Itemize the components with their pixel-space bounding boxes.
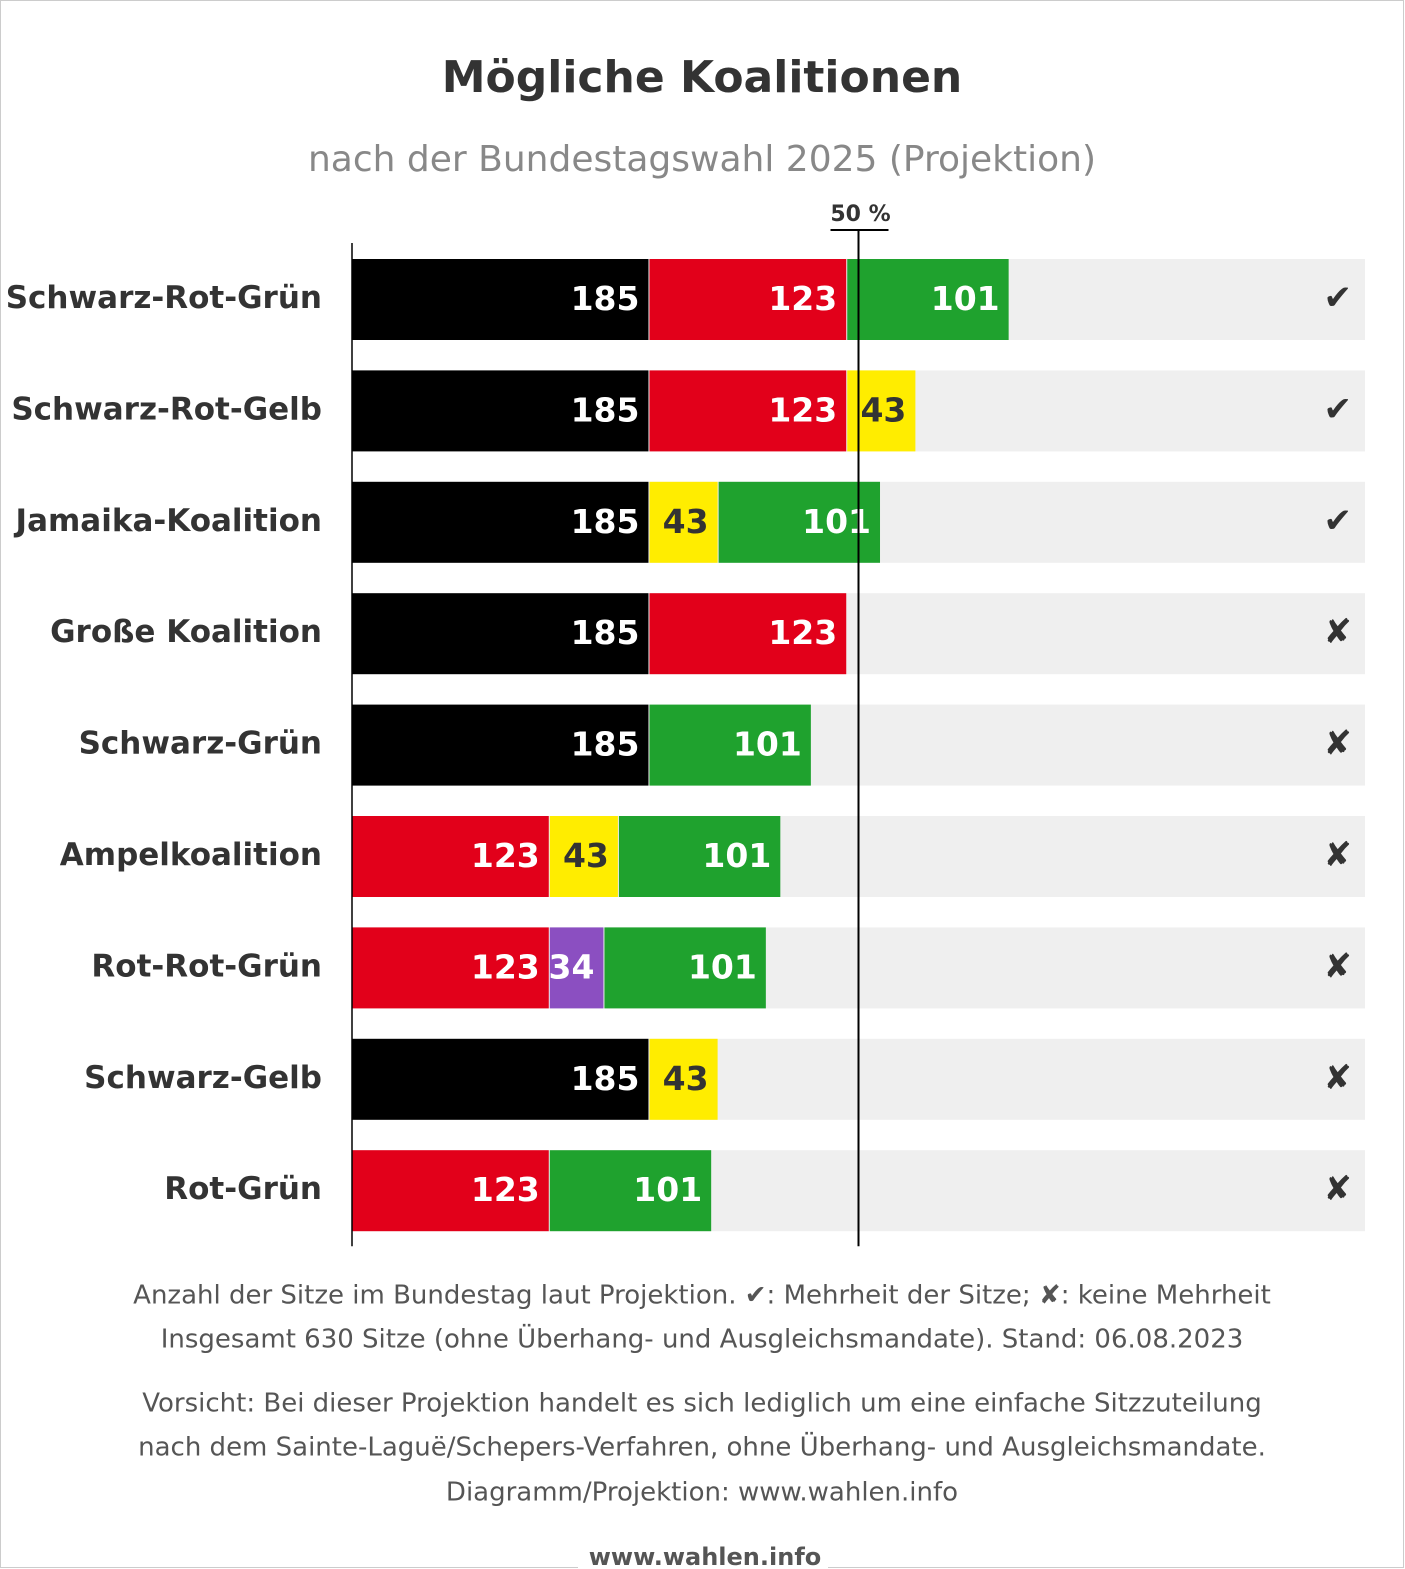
threshold-label: 50 %: [830, 202, 890, 227]
bar-segment: [649, 481, 718, 563]
majority-mark: ✘: [1324, 946, 1353, 986]
value-label: 43: [860, 390, 906, 429]
footnote: Insgesamt 630 Sitze (ohne Überhang- und …: [161, 1323, 1244, 1355]
bar-segment: [649, 704, 811, 786]
bar-segment: [649, 1038, 718, 1120]
footnote: Anzahl der Sitze im Bundestag laut Proje…: [133, 1281, 1271, 1311]
value-label: 185: [571, 279, 640, 318]
bar-segment: [649, 370, 847, 452]
majority-mark: ✔: [1324, 278, 1353, 318]
plot: Schwarz-Rot-Grün 185 123 101 ✔ Schwarz-Rot-Ge…: [6, 202, 1365, 1508]
bar-segment: [718, 481, 881, 563]
row-label: Große Koalition: [50, 614, 322, 650]
footnote: Diagramm/Projektion: www.wahlen.info: [446, 1478, 958, 1508]
bar-segment: [649, 593, 847, 675]
footnote: Vorsicht: Bei dieser Projektion handelt …: [142, 1389, 1262, 1419]
watermark-bg: [578, 1540, 828, 1569]
majority-mark: ✘: [1324, 1169, 1353, 1209]
majority-mark: ✔: [1324, 501, 1353, 541]
bar-segment: [352, 816, 549, 897]
value-label: 123: [471, 947, 540, 986]
majority-mark: ✘: [1324, 1058, 1353, 1098]
row-label: Jamaika-Koalition: [14, 503, 322, 539]
value-label: 123: [768, 279, 837, 318]
row-label: Schwarz-Grün: [79, 726, 322, 762]
chart-subtitle: nach der Bundestagswahl 2025 (Projektion…: [308, 139, 1096, 180]
value-label: 101: [733, 725, 802, 764]
value-label: 101: [688, 947, 757, 986]
majority-mark: ✘: [1324, 612, 1353, 652]
value-label: 101: [702, 836, 771, 875]
majority-mark: ✔: [1324, 389, 1353, 429]
value-label: 123: [768, 390, 837, 429]
watermark: www.wahlen.info: [589, 1543, 822, 1569]
value-label: 101: [633, 1170, 702, 1209]
row-label: Ampelkoalition: [60, 837, 322, 873]
value-label: 43: [663, 1059, 709, 1098]
majority-mark: ✘: [1324, 835, 1353, 875]
value-label: 34: [549, 947, 595, 986]
value-label: 185: [571, 1059, 640, 1098]
bar-segment: [649, 259, 847, 340]
bar-segment: [352, 927, 549, 1009]
bar-segment: [549, 1150, 712, 1232]
row-label: Schwarz-Rot-Gelb: [11, 391, 322, 427]
bar-segment: [847, 259, 1009, 340]
bar-segment: [549, 927, 604, 1009]
value-label: 185: [571, 390, 640, 429]
value-label: 43: [563, 836, 609, 875]
value-label: 123: [768, 613, 837, 652]
value-label: 43: [663, 502, 709, 541]
bar-segment: [352, 1150, 549, 1232]
bar-segment: [352, 704, 649, 786]
value-label: 185: [571, 725, 640, 764]
row-label: Rot-Rot-Grün: [91, 948, 322, 984]
bar-segment: [352, 593, 649, 675]
bar-segment: [352, 481, 649, 563]
bar-segment: [618, 816, 781, 897]
value-label: 123: [471, 1170, 540, 1209]
majority-mark: ✘: [1324, 724, 1353, 764]
row-label: Schwarz-Gelb: [84, 1060, 322, 1096]
bar-segment: [604, 927, 766, 1009]
row-label: Rot-Grün: [164, 1171, 322, 1207]
value-label: 101: [931, 279, 1000, 318]
row-label: Schwarz-Rot-Grün: [6, 280, 322, 316]
value-label: 185: [571, 613, 640, 652]
value-label: 101: [802, 502, 871, 541]
chart-title: Mögliche Koalitionen: [442, 52, 962, 103]
bar-segment: [352, 370, 649, 452]
value-label: 123: [471, 836, 540, 875]
footnote: nach dem Sainte-Laguë/Schepers-Verfahren…: [138, 1431, 1266, 1463]
value-label: 185: [571, 502, 640, 541]
bar-segment: [352, 1038, 649, 1120]
bar-segment: [352, 259, 649, 340]
bar-segment: [549, 816, 618, 897]
